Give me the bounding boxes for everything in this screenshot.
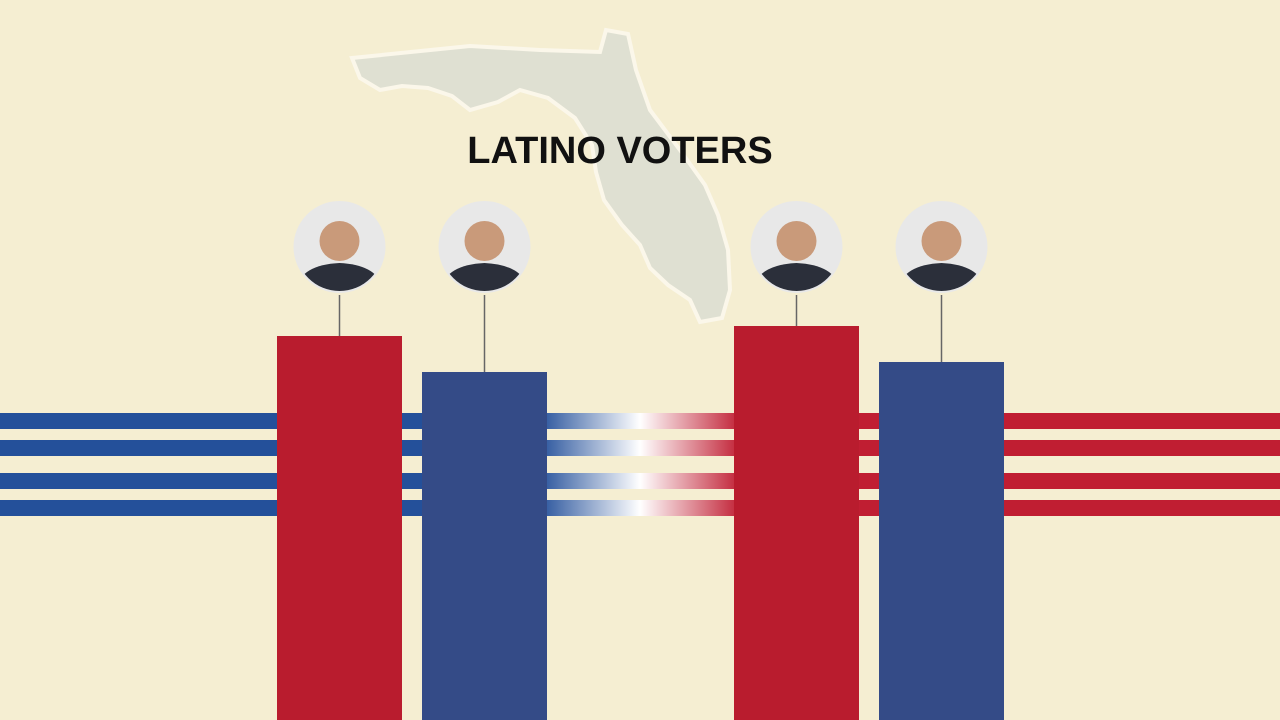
avatar-face bbox=[295, 221, 384, 291]
stripe bbox=[0, 473, 1280, 489]
candidate-avatar bbox=[436, 199, 533, 295]
candidate-avatar bbox=[748, 199, 845, 295]
shoulders bbox=[897, 263, 986, 291]
shoulders bbox=[440, 263, 529, 291]
bar bbox=[422, 372, 547, 720]
chart-title: LATINO VOTERS bbox=[467, 130, 772, 172]
candidate-avatar bbox=[893, 199, 990, 295]
stripe bbox=[0, 500, 1280, 516]
avatar-face bbox=[440, 221, 529, 291]
bar bbox=[879, 362, 1004, 720]
head bbox=[319, 221, 360, 261]
shoulders bbox=[295, 263, 384, 291]
florida-map bbox=[349, 27, 733, 325]
head bbox=[921, 221, 962, 261]
candidate-avatar bbox=[291, 199, 388, 295]
stripe bbox=[0, 413, 1280, 429]
avatar-face bbox=[897, 221, 986, 291]
head bbox=[776, 221, 817, 261]
head bbox=[464, 221, 505, 261]
avatar-face bbox=[752, 221, 841, 291]
stripe bbox=[0, 440, 1280, 456]
bar bbox=[277, 336, 402, 720]
bar bbox=[734, 326, 859, 720]
shoulders bbox=[752, 263, 841, 291]
